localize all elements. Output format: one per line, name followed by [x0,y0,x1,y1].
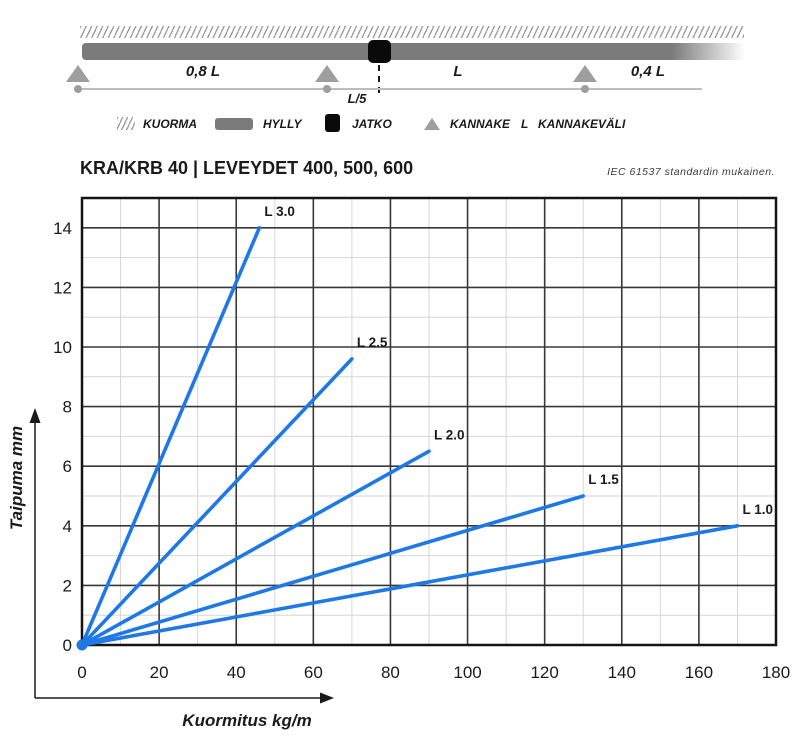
y-tick-label: 12 [53,278,72,297]
y-tick-label: 6 [63,457,72,476]
x-tick-label: 100 [453,663,481,682]
y-tick-label: 2 [63,576,72,595]
y-tick-label: 10 [53,338,72,357]
y-tick-label: 0 [63,636,72,655]
chart-line [80,494,586,647]
dimension-dot [323,85,331,93]
chart-line [80,523,740,647]
dimension-line [78,88,702,90]
page-title: KRA/KRB 40 | LEVEYDET 400, 500, 600 [80,158,414,178]
support-triangle-left [66,65,90,82]
dimension-dot [581,85,589,93]
origin-dot [76,639,88,651]
y-axis-title: Taipuma mm [7,426,26,530]
series-label: L 1.0 [742,502,773,517]
series-label: L 1.5 [588,472,619,487]
joint-dashed-line [378,65,380,93]
y-tick-label: 14 [53,219,72,238]
x-tick-label: 160 [685,663,713,682]
series-label: L 3.0 [264,204,295,219]
x-tick-label: 40 [227,663,246,682]
y-axis-arrowhead-icon [29,408,41,423]
deflection-chart: 0 20 40 60 80 100 120 140 160 180 0 2 4 6 8 10 12 14 L 3.0… [7,196,790,730]
x-tick-label: 180 [762,663,790,682]
legend-letter-L: L [521,117,529,131]
legend-label-kuorma: KUORMA [143,117,197,131]
x-tick-label: 140 [608,663,636,682]
load-hatch-strip [80,26,744,38]
chart-line [80,225,262,647]
support-triangle-middle [315,65,339,82]
square-icon [325,114,340,132]
y-tick-label: 4 [63,517,72,536]
span-label-mid: L [453,63,463,80]
x-tick-label: 80 [381,663,400,682]
joint-square [368,40,391,63]
shelf-bar [82,43,745,60]
standard-note: IEC 61537 standardin mukainen. [607,166,775,178]
legend-label-jatko: JATKO [352,117,392,131]
triangle-icon [424,118,440,130]
y-tick-label: 8 [63,398,72,417]
legend-label-hylly: HYLLY [263,117,302,131]
series-label: L 2.5 [357,335,388,350]
x-tick-label: 20 [150,663,169,682]
dimension-dot [74,85,82,93]
x-tick-label: 60 [304,663,323,682]
plot-border [80,196,778,647]
series-label: L 2.0 [434,427,465,442]
support-triangle-right [573,65,597,82]
bar-icon [215,118,253,130]
x-axis-arrowhead-icon [320,692,334,704]
x-tick-label: 120 [530,663,558,682]
legend-label-kannakevali: KANNAKEVÄLI [538,117,626,131]
legend-label-kannake: KANNAKE [450,117,510,131]
joint-offset-label: L/5 [347,91,367,106]
span-label-right: 0,4 L [630,63,666,80]
x-axis-title: Kuormitus kg/m [182,711,311,730]
span-label-left: 0,8 L [185,63,221,80]
chart-line [80,357,354,647]
chart-line [80,449,431,647]
hatch-icon [117,117,135,130]
x-tick-label: 0 [77,663,86,682]
